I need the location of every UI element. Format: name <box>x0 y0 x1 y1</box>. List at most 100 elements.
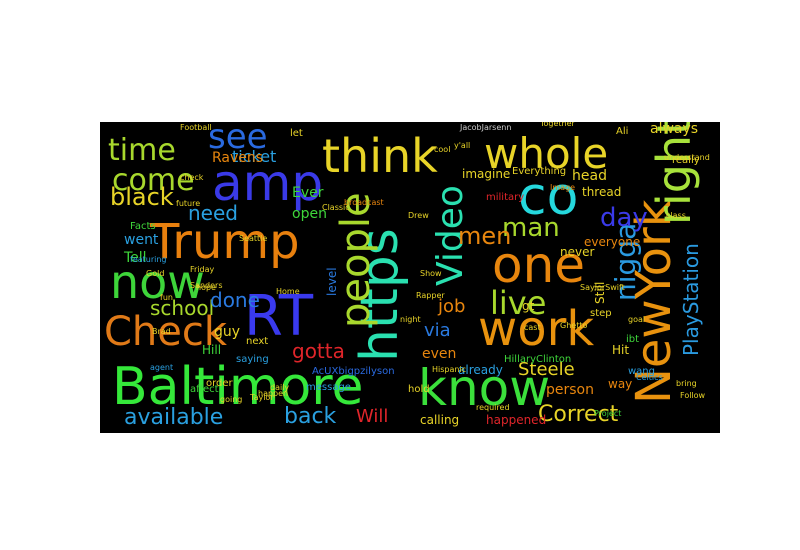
word-will: Will <box>356 406 388 427</box>
word-friday: Friday <box>190 265 215 274</box>
word-goal: goal <box>628 315 645 324</box>
word-job: job <box>437 296 465 317</box>
word-check: check <box>180 173 204 182</box>
word-level: level <box>325 267 339 296</box>
word-happened: happened <box>486 413 546 427</box>
word-baltimore: Baltimore <box>112 357 364 417</box>
word-see: see <box>208 117 268 157</box>
word-way: way <box>608 377 632 391</box>
word-affect: affect <box>190 384 219 395</box>
word-done: done <box>210 288 260 312</box>
word-hope: hope <box>196 283 216 292</box>
word-daily: daily <box>270 383 289 392</box>
word-hit: Hit <box>612 343 629 357</box>
word-man: man <box>502 213 560 243</box>
word-available: available <box>124 405 223 430</box>
word-ticket: ticket <box>232 147 276 166</box>
word-required: required <box>476 403 510 412</box>
word-broadcast: broadcast <box>344 198 384 207</box>
word-video: Video <box>430 185 471 286</box>
word-hold: hold <box>408 384 430 395</box>
word-https: https <box>350 228 410 362</box>
word-always: always <box>650 121 698 137</box>
word-everyone: everyone <box>584 235 640 249</box>
word-drew: Drew <box>408 211 429 220</box>
word-saylorswift: SaylorSwift <box>580 283 625 292</box>
word-imagine: imagine <box>462 167 510 181</box>
word-taylor: Taylor <box>249 393 274 402</box>
word-ravens: Ravens <box>212 150 263 166</box>
word-jacobjarsenn: JacobJarsenn <box>459 123 511 132</box>
word-future: future <box>176 199 200 208</box>
word-y-all: y'all <box>454 141 470 150</box>
word-fun: fun <box>160 293 173 302</box>
word-together: Together <box>539 119 576 128</box>
word-facts: Facts <box>130 221 156 232</box>
word-class: class <box>666 211 686 220</box>
word-show: Show <box>420 269 442 278</box>
word-gold: Gold <box>146 269 164 278</box>
word-rapper: Rapper <box>416 291 445 300</box>
word-men: men <box>458 222 511 250</box>
word-bring: bring <box>676 379 697 388</box>
word-order: order <box>206 378 234 389</box>
word-now: now <box>110 255 205 309</box>
word-ever: Ever <box>292 185 324 201</box>
word-let: let <box>290 128 303 139</box>
word-agent: agent <box>150 363 173 372</box>
word-tell: Tell <box>123 250 147 266</box>
word-next: next <box>246 336 268 347</box>
word-hillaryclinton: HillaryClinton <box>504 354 571 365</box>
word-brad: Brad <box>152 327 171 336</box>
word-trump: Trump <box>149 214 300 270</box>
word-calling: calling <box>420 413 459 427</box>
word-rt: RT <box>244 284 314 349</box>
word-already: already <box>458 363 503 377</box>
word-classic: Classic <box>322 203 350 212</box>
word-day: day <box>600 203 648 233</box>
word-ibt: ibt <box>626 334 639 345</box>
word-correct: Correct <box>538 402 619 427</box>
word-know: know <box>418 359 550 417</box>
word-sanders: Sanders <box>190 281 223 290</box>
word-open: open <box>292 206 327 222</box>
word-home: Home <box>276 287 300 296</box>
word-nigga: nigga <box>609 223 642 301</box>
word-work: work <box>478 301 594 357</box>
word-guy: guy <box>214 324 240 340</box>
word-everything: Everything <box>512 166 566 177</box>
word-whole: whole <box>484 129 608 178</box>
word-check: Check <box>104 309 228 355</box>
word-think: think <box>322 129 438 183</box>
word-cast: cast <box>524 323 541 332</box>
word-time: time <box>108 133 176 168</box>
word-thread: thread <box>582 185 621 199</box>
word-come: come <box>112 163 195 198</box>
word-ali: Ali <box>616 126 628 137</box>
word-wang: wang <box>628 366 655 377</box>
word-right: right <box>647 117 701 225</box>
word-understand: understand <box>664 153 710 162</box>
word-playstation: PlayStation <box>679 243 703 356</box>
word-going: going <box>220 395 242 404</box>
word-went: went <box>124 232 159 248</box>
word-one: one <box>492 236 585 294</box>
word-never: never <box>560 245 594 259</box>
word-steele: Steele <box>518 359 575 380</box>
word-black: black <box>110 183 174 211</box>
word-even: even <box>422 346 456 362</box>
word-via: via <box>424 320 451 341</box>
word-image: Image <box>550 183 575 192</box>
word-celtics: Celtics <box>636 373 663 382</box>
word-message: message <box>306 382 351 393</box>
word-football: Football <box>180 123 212 132</box>
word-really: really <box>672 155 700 166</box>
word-happen: happen <box>258 389 288 398</box>
word-amp: amp <box>212 154 323 212</box>
word-head: head <box>572 168 607 184</box>
word-seattle: Seattle <box>239 234 267 243</box>
word-still: Still <box>593 282 607 304</box>
word-people: people <box>333 192 379 328</box>
